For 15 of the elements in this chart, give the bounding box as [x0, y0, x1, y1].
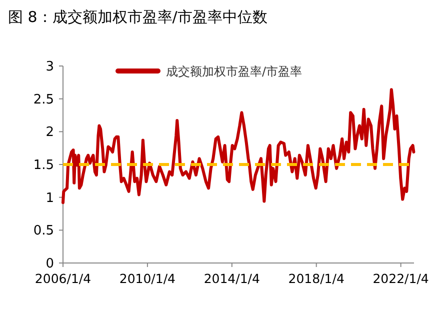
y-tick-label: 1 [46, 190, 54, 206]
x-tick-label: 2022/1/4 [372, 271, 429, 286]
y-tick-label: 2.5 [33, 92, 54, 108]
y-tick-label: 2 [46, 125, 54, 140]
x-tick-label: 2006/1/4 [34, 271, 92, 286]
y-tick-label: 0.5 [33, 224, 54, 239]
chart-title: 图 8：成交额加权市盈率/市盈率中位数 [8, 8, 268, 26]
x-tick-label: 2018/1/4 [288, 271, 344, 286]
y-tick-label: 0 [46, 256, 54, 272]
line-series [62, 88, 416, 204]
x-tick-label: 2010/1/4 [119, 271, 176, 286]
legend-label: 成交额加权市盈率/市盈率 [166, 64, 302, 78]
y-tick-label: 1.5 [33, 158, 54, 173]
y-tick-label: 3 [46, 60, 54, 74]
x-tick-label: 2014/1/4 [204, 271, 260, 286]
